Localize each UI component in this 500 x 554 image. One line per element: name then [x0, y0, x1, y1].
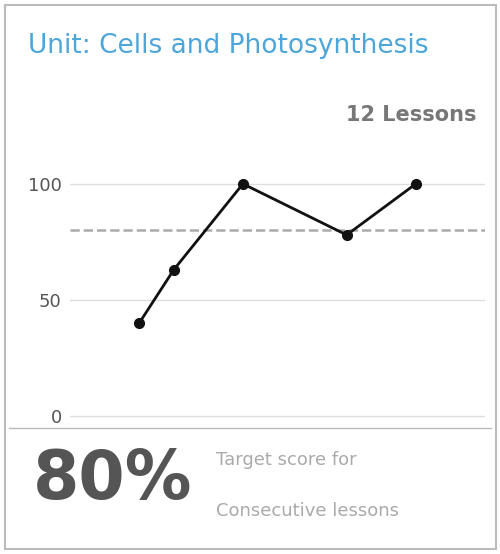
Text: 80%: 80%	[33, 447, 192, 513]
Text: Consecutive lessons: Consecutive lessons	[216, 502, 400, 520]
Text: Target score for: Target score for	[216, 452, 362, 469]
Text: 12 Lessons: 12 Lessons	[346, 105, 476, 125]
Text: Unit: Cells and Photosynthesis: Unit: Cells and Photosynthesis	[28, 33, 429, 59]
